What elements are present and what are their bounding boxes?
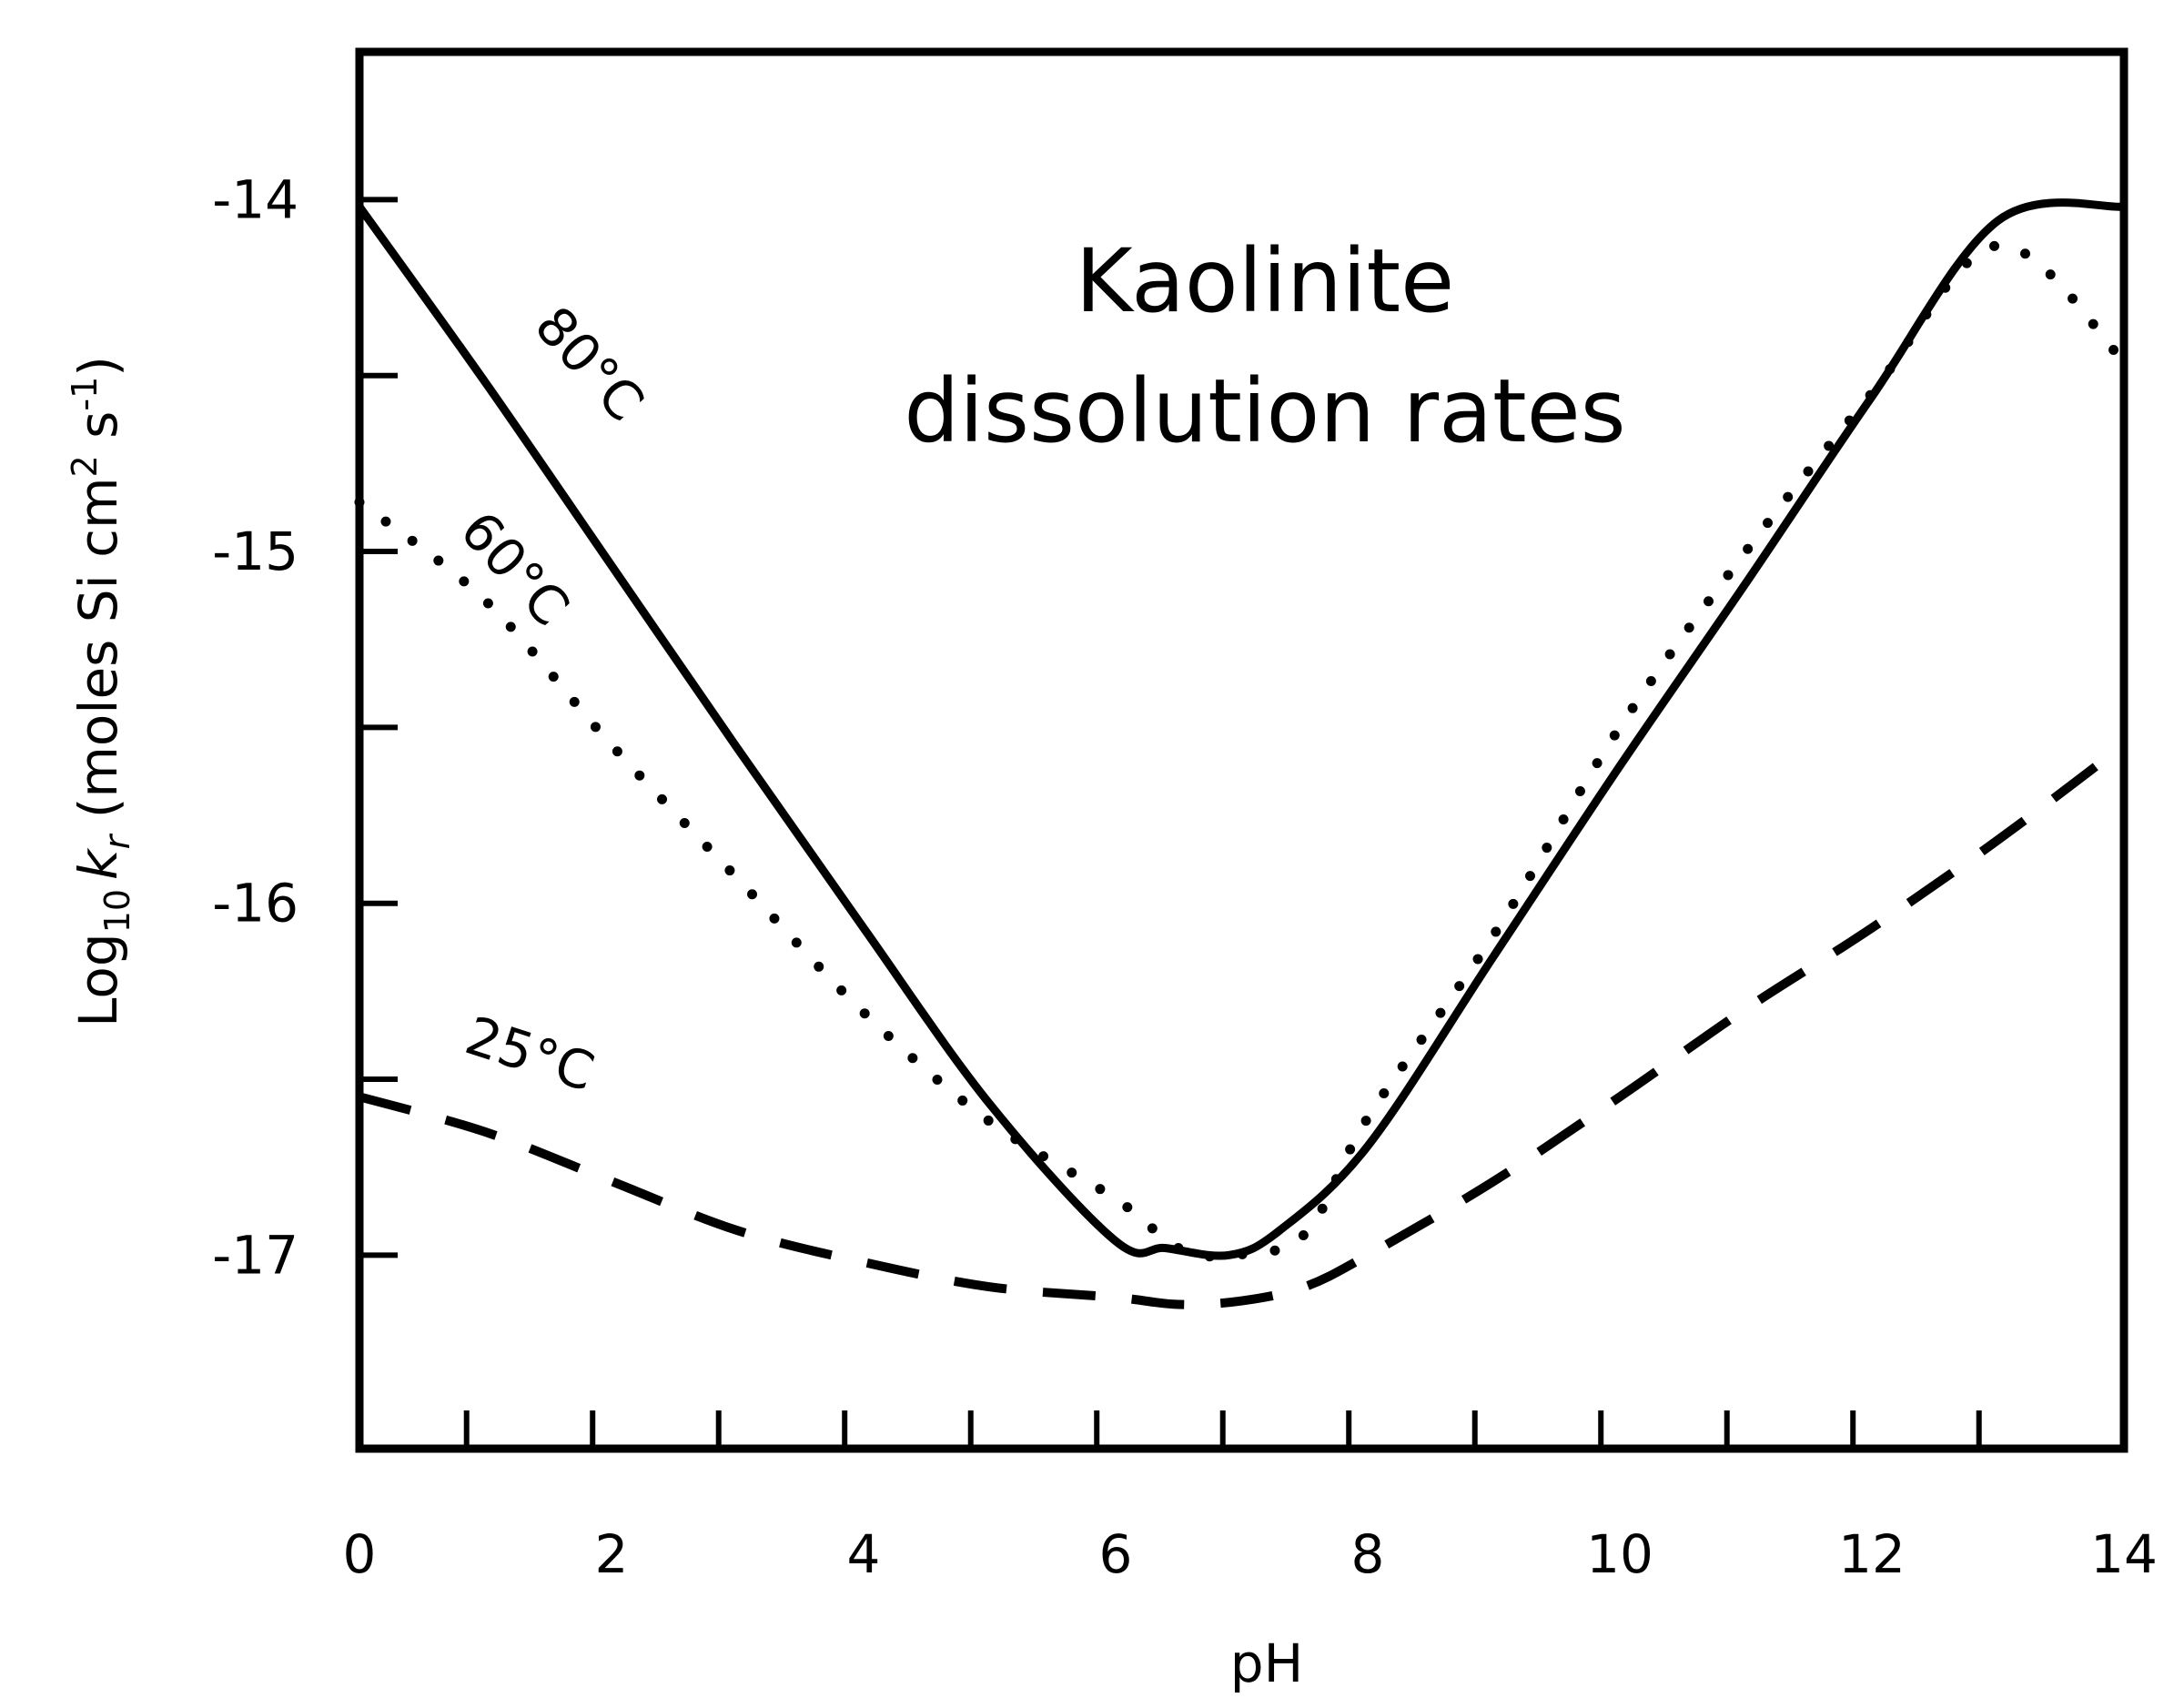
series-lines — [354, 198, 2129, 1309]
series-label-25c: 25°C — [459, 1005, 602, 1104]
x-tick-label: 2 — [595, 1523, 629, 1585]
y-axis-title: Log10 kr (moles Si cm2 s-1) — [65, 356, 137, 1027]
y-tick-label: -15 — [212, 520, 298, 582]
y-axis-tick-labels: -14 -15 -16 -17 — [212, 168, 298, 1286]
y-axis-ticks — [359, 197, 398, 1258]
x-axis-tick-labels: 0 2 4 6 8 10 12 14 — [343, 1523, 2158, 1585]
series-label-80c: 80°C — [523, 295, 656, 433]
x-tick-label: 12 — [1838, 1523, 1906, 1585]
chart-title-line-1: Kaolinite — [1076, 230, 1454, 332]
series-label-60c: 60°C — [449, 500, 581, 638]
x-tick-label: 4 — [847, 1523, 881, 1585]
y-axis-title-units-close: ) — [67, 356, 129, 377]
y-tick-label: -17 — [212, 1224, 298, 1286]
x-axis-ticks — [463, 1410, 1982, 1449]
x-tick-label: 10 — [1586, 1523, 1653, 1585]
x-tick-label: 6 — [1099, 1523, 1133, 1585]
y-axis-title-log: Log — [67, 933, 129, 1027]
x-tick-label: 0 — [343, 1523, 377, 1585]
chart-title-line-2: dissolution rates — [904, 360, 1625, 462]
y-axis-title-units-s: s — [67, 411, 129, 456]
y-tick-label: -16 — [212, 873, 298, 935]
y-axis-title-k-subscript: r — [97, 833, 137, 849]
series-line-80c — [356, 198, 2125, 1260]
y-axis-title-k: k — [67, 847, 129, 880]
y-axis-title-units-sup-minus1: -1 — [65, 377, 105, 411]
y-tick-label: -14 — [212, 168, 298, 230]
y-axis-title-units-sup-2: 2 — [65, 455, 105, 477]
series-line-25c — [358, 741, 2128, 1309]
x-axis-title: pH — [1230, 1632, 1303, 1694]
y-axis-title-units: (moles Si cm — [67, 477, 129, 834]
series-line-60c — [354, 240, 2129, 1262]
plot-area-border — [355, 47, 2128, 1453]
x-tick-label: 14 — [2090, 1523, 2158, 1585]
plot-frame — [355, 47, 2128, 1453]
x-tick-label: 8 — [1351, 1523, 1385, 1585]
y-axis-title-log-subscript: 10 — [97, 889, 137, 933]
